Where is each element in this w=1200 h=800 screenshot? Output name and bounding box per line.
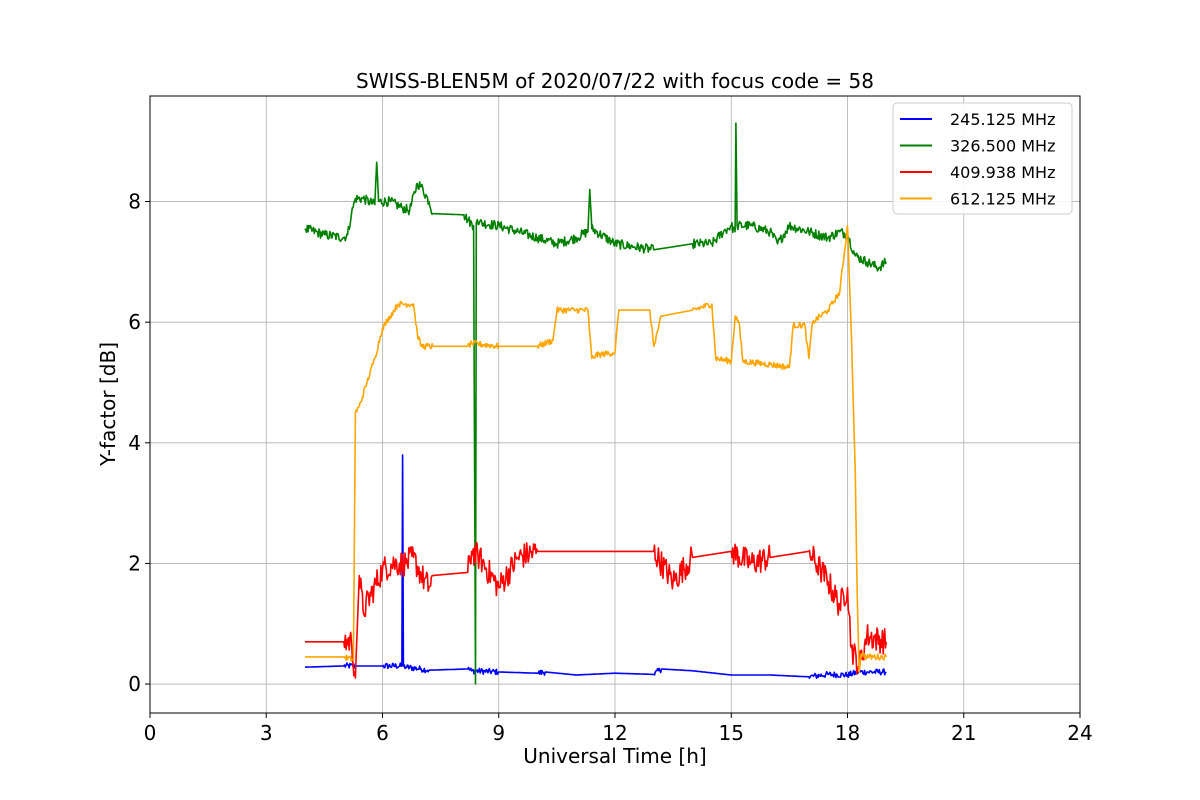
legend-label-3: 409.938 MHz [950, 163, 1055, 182]
x-tick-label: 3 [260, 721, 273, 745]
x-tick-label: 15 [719, 721, 744, 745]
series-line-3 [305, 541, 888, 679]
series-line-4 [305, 224, 888, 673]
y-axis-label: Y-factor [dB] [96, 342, 120, 467]
y-tick-label: 0 [128, 672, 141, 696]
legend-label-4: 612.125 MHz [950, 190, 1055, 209]
y-tick-label: 2 [128, 551, 141, 575]
legend-label-1: 245.125 MHz [950, 110, 1055, 129]
y-tick-label: 8 [128, 190, 141, 214]
y-tick-label: 6 [128, 310, 141, 334]
legend: 245.125 MHz 326.500 MHz 409.938 MHz 612.125… [892, 102, 1073, 215]
x-tick-label: 18 [835, 721, 860, 745]
chart-title: SWISS-BLEN5M of 2020/07/22 with focus co… [356, 69, 874, 93]
x-tick-label: 9 [492, 721, 505, 745]
legend-box [892, 102, 1073, 215]
x-tick-label: 24 [1067, 721, 1092, 745]
series-layer [304, 122, 888, 685]
x-axis-label: Universal Time [h] [523, 744, 706, 768]
legend-label-2: 326.500 MHz [950, 137, 1055, 156]
x-tick-label: 21 [951, 721, 976, 745]
x-tick-label: 6 [376, 721, 389, 745]
grid-lines [149, 96, 1081, 713]
x-tick-label: 0 [144, 721, 157, 745]
series-line-1 [304, 454, 887, 679]
series-line-2 [304, 122, 888, 685]
x-tick-label: 12 [602, 721, 627, 745]
y-tick-label: 4 [128, 431, 141, 455]
